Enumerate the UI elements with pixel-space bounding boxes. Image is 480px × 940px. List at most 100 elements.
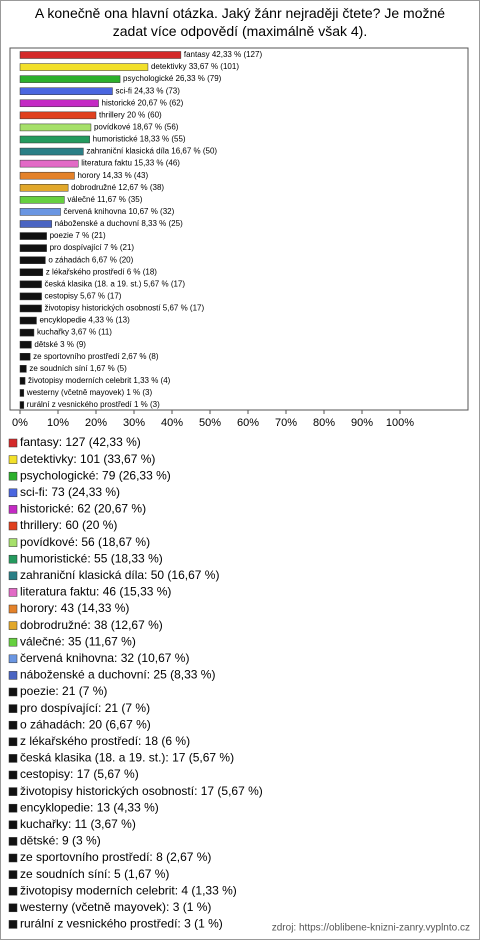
legend-label: náboženské a duchovní: 25 (8,33 %) [20, 668, 215, 682]
bar [19, 377, 26, 385]
data-label: životopisy historických osobností 5,67 %… [45, 304, 205, 313]
bar [19, 244, 47, 252]
data-label: humoristické 18,33 % (55) [93, 135, 186, 144]
data-label: válečné 11,67 % (35) [67, 195, 142, 204]
data-label: náboženské a duchovní 8,33 % (25) [55, 219, 183, 228]
legend-label: fantasy: 127 (42,33 %) [20, 435, 141, 449]
bar [19, 51, 182, 59]
legend-label: pro dospívající: 21 (7 %) [20, 701, 150, 715]
legend-swatch [8, 621, 18, 630]
data-label: encyklopedie 4,33 % (13) [39, 316, 130, 325]
bar [19, 232, 47, 240]
bar [19, 208, 61, 216]
legend-swatch [8, 637, 18, 647]
legend-label: životopisy moderních celebrit: 4 (1,33 %… [20, 883, 237, 897]
data-label: poezie 7 % (21) [50, 231, 106, 240]
legend-label: detektivky: 101 (33,67 %) [20, 452, 155, 466]
legend-swatch [8, 903, 18, 913]
legend-label: historické: 62 (20,67 %) [20, 502, 146, 516]
data-label: ze soudních síní 1,67 % (5) [29, 364, 127, 373]
legend-swatch [8, 538, 18, 547]
bar [19, 316, 37, 325]
legend-swatch [8, 671, 18, 680]
data-label: z lékařského prostředí 6 % (18) [46, 267, 157, 276]
data-label: povídkové 18,67 % (56) [94, 123, 179, 132]
legend-label: rurální z vesnického prostředí: 3 (1 %) [20, 917, 223, 931]
bar [19, 220, 52, 228]
chart-title: A konečně ona hlavní otázka. Jaký žánr n… [34, 5, 446, 39]
bar [19, 328, 35, 337]
data-label: ze sportovního prostředí 2,67 % (8) [33, 352, 159, 361]
legend-swatch [8, 588, 18, 597]
bar [19, 268, 44, 277]
data-label: psychologické 26,33 % (79) [123, 74, 222, 83]
legend-swatch [8, 770, 18, 780]
legend-swatch [8, 604, 18, 614]
bar [19, 280, 42, 289]
bar [19, 147, 84, 156]
legend-swatch [8, 737, 18, 747]
legend-swatch [8, 488, 18, 498]
bar [19, 401, 25, 409]
data-label: cestopisy 5,67 % (17) [45, 292, 122, 301]
legend-swatch [8, 455, 18, 464]
data-label: literatura faktu 15,33 % (46) [81, 159, 180, 168]
legend-swatch [8, 704, 18, 713]
legend-swatch [8, 787, 18, 796]
legend-label: zahraniční klasická díla: 50 (16,67 %) [20, 568, 219, 582]
legend-swatch [8, 521, 18, 531]
bar [19, 123, 92, 132]
legend-swatch [8, 687, 18, 697]
bar [19, 196, 65, 204]
data-label: thrillery 20 % (60) [99, 110, 162, 119]
x-tick-label: 70% [275, 417, 297, 429]
legend-label: thrillery: 60 (20 %) [20, 518, 117, 532]
legend-swatch [8, 920, 18, 929]
legend-swatch [8, 720, 18, 730]
bar [19, 75, 121, 83]
bar [19, 340, 32, 349]
x-tick-label: 60% [237, 417, 259, 429]
x-tick-label: 80% [313, 417, 335, 429]
legend-swatch [8, 886, 18, 896]
legend-label: povídkové: 56 (18,67 %) [20, 535, 150, 549]
x-tick-label: 50% [199, 417, 221, 429]
legend-swatch [8, 837, 18, 846]
bar [19, 63, 149, 71]
data-label: dětské 3 % (9) [34, 340, 86, 349]
legend-swatch [8, 803, 18, 813]
x-tick-label: 40% [161, 417, 183, 429]
data-label: detektivky 33,67 % (101) [151, 62, 239, 71]
data-label: o záhadách 6,67 % (20) [48, 255, 133, 264]
legend-label: psychologické: 79 (26,33 %) [20, 468, 171, 482]
legend-label: dětské: 9 (3 %) [20, 834, 101, 848]
data-label: pro dospívající 7 % (21) [50, 243, 135, 252]
legend-swatch [8, 438, 18, 448]
x-tick-label: 100% [386, 417, 414, 429]
data-label: rurální z vesnického prostředí 1 % (3) [27, 400, 160, 409]
data-label: zahraniční klasická díla 16,67 % (50) [86, 147, 217, 156]
data-label: dobrodružné 12,67 % (38) [71, 183, 164, 192]
legend-swatch [8, 571, 18, 581]
data-label: životopisy moderních celebrit 1,33 % (4) [28, 376, 171, 385]
source: zdroj: https://oblibene-knizni-zanry.vyp… [272, 923, 470, 934]
legend-label: životopisy historických osobností: 17 (5… [20, 784, 263, 798]
legend-label: sci-fi: 73 (24,33 %) [20, 485, 120, 499]
data-label: horory 14,33 % (43) [77, 171, 148, 180]
legend-label: česká klasika (18. a 19. st.): 17 (5,67 … [20, 751, 234, 765]
legend-swatch [8, 654, 18, 664]
legend-label: poezie: 21 (7 %) [20, 684, 107, 698]
legend-label: westerny (včetně mayovek): 3 (1 %) [19, 900, 211, 914]
legend-label: humoristické: 55 (18,33 %) [20, 551, 163, 565]
data-label: kuchařky 3,67 % (11) [37, 328, 112, 337]
legend-swatch [8, 505, 18, 514]
bar [19, 159, 79, 168]
bar [19, 171, 75, 180]
bar [19, 304, 42, 313]
legend-label: červená knihovna: 32 (10,67 %) [20, 651, 189, 665]
legend-label: literatura faktu: 46 (15,33 %) [20, 585, 171, 599]
legend-swatch [8, 820, 18, 830]
bar [19, 292, 42, 301]
legend-swatch [8, 870, 18, 879]
